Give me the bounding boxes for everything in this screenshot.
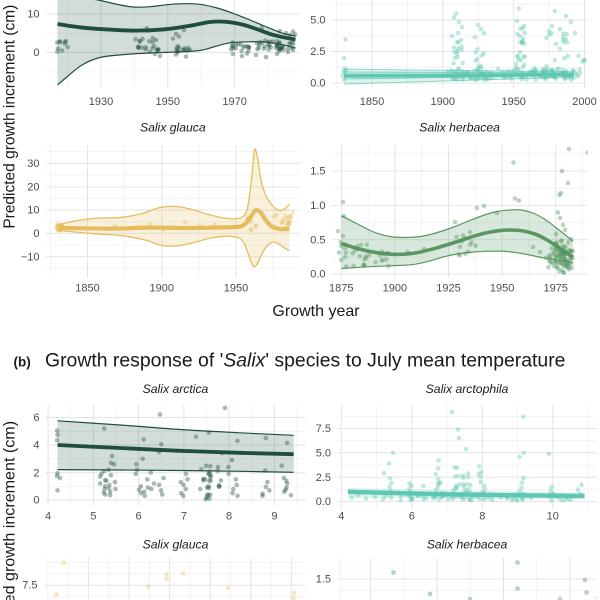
svg-text:10: 10 (547, 511, 559, 523)
svg-text:8: 8 (479, 511, 485, 523)
svg-text:2000: 2000 (572, 96, 596, 108)
svg-text:1975: 1975 (543, 283, 567, 295)
svg-text:1900: 1900 (431, 96, 455, 108)
svg-text:20: 20 (27, 182, 39, 194)
svg-text:6: 6 (409, 511, 415, 523)
svg-text:1.0: 1.0 (310, 200, 325, 212)
svg-text:6: 6 (136, 511, 142, 523)
svg-text:8: 8 (226, 511, 232, 523)
svg-text:Growth year: Growth year (272, 303, 360, 320)
svg-text:0: 0 (33, 228, 39, 240)
svg-text:Salix glauca: Salix glauca (140, 121, 206, 135)
svg-text:2: 2 (33, 467, 39, 479)
svg-text:Growth response of 'Salix' spe: Growth response of 'Salix' species to Ju… (45, 350, 565, 372)
svg-text:0.0: 0.0 (316, 496, 331, 508)
svg-text:Salix herbacea: Salix herbacea (419, 121, 500, 135)
svg-text:9: 9 (271, 511, 277, 523)
svg-text:10: 10 (27, 9, 39, 21)
svg-text:1950: 1950 (224, 283, 248, 295)
svg-text:10: 10 (27, 205, 39, 217)
svg-text:1900: 1900 (150, 283, 174, 295)
svg-text:2.5: 2.5 (316, 472, 331, 484)
svg-text:1950: 1950 (490, 283, 514, 295)
svg-text:0.5: 0.5 (310, 234, 325, 246)
svg-text:1900: 1900 (383, 283, 407, 295)
svg-text:6: 6 (33, 412, 39, 424)
svg-text:(b): (b) (14, 355, 31, 370)
svg-text:1.5: 1.5 (316, 574, 331, 586)
svg-text:0: 0 (33, 47, 39, 59)
svg-text:1970: 1970 (222, 96, 246, 108)
svg-text:2.5: 2.5 (310, 46, 325, 58)
svg-text:1950: 1950 (156, 96, 180, 108)
svg-text:Salix arctica: Salix arctica (143, 382, 209, 396)
svg-text:0.0: 0.0 (310, 269, 325, 281)
svg-text:0: 0 (33, 495, 39, 507)
svg-text:1850: 1850 (360, 96, 384, 108)
svg-text:Salix glauca: Salix glauca (143, 538, 209, 552)
svg-text:Predicted growth increment (cm: Predicted growth increment (cm) (2, 5, 19, 229)
svg-text:0.0: 0.0 (310, 78, 325, 90)
svg-text:1.5: 1.5 (310, 166, 325, 178)
svg-text:5.0: 5.0 (316, 448, 331, 460)
svg-text:4: 4 (338, 511, 344, 523)
svg-text:Salix arctophila: Salix arctophila (426, 382, 509, 396)
svg-text:1925: 1925 (436, 283, 460, 295)
svg-text:30: 30 (27, 158, 39, 170)
svg-text:4: 4 (45, 511, 51, 523)
svg-text:Salix herbacea: Salix herbacea (427, 538, 508, 552)
svg-text:5.0: 5.0 (310, 15, 325, 27)
svg-text:4: 4 (33, 440, 39, 452)
svg-text:7.5: 7.5 (316, 423, 331, 435)
svg-text:−10: −10 (21, 251, 40, 263)
svg-text:7: 7 (181, 511, 187, 523)
svg-text:1850: 1850 (75, 283, 99, 295)
svg-text:5: 5 (90, 511, 96, 523)
svg-text:7.5: 7.5 (22, 580, 37, 592)
svg-text:1875: 1875 (329, 283, 353, 295)
svg-text:Predicted growth increment (cm: Predicted growth increment (cm) (1, 421, 19, 600)
svg-text:1930: 1930 (89, 96, 113, 108)
svg-text:1950: 1950 (501, 96, 525, 108)
